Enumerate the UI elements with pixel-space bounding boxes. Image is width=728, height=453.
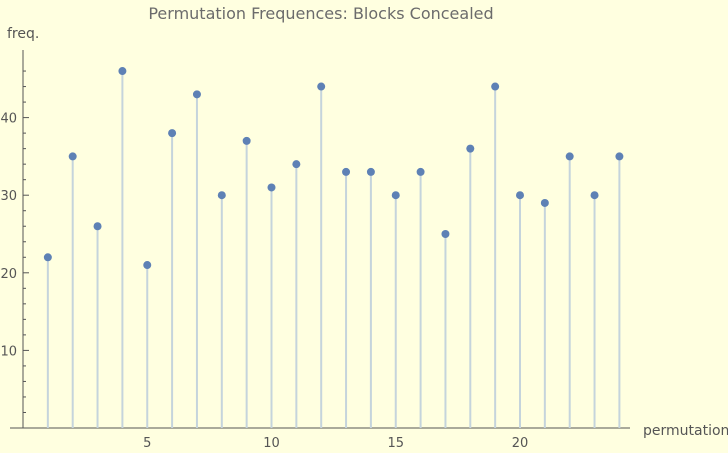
data-point bbox=[441, 230, 450, 238]
ticks: 5 10 15 20 10 20 30 40 bbox=[0, 70, 620, 451]
data-point bbox=[416, 167, 425, 176]
data-point bbox=[540, 198, 549, 207]
x-tick-label: 10 bbox=[263, 436, 280, 451]
data-point bbox=[491, 82, 500, 91]
data-point bbox=[143, 261, 152, 270]
data-point bbox=[93, 222, 102, 231]
data-point bbox=[217, 191, 226, 200]
x-tick-label: 15 bbox=[387, 436, 404, 451]
data-point bbox=[242, 136, 251, 145]
data-point bbox=[366, 167, 375, 176]
x-axis-label: permutation bbox=[643, 423, 728, 439]
data-point bbox=[317, 82, 326, 91]
chart-title: Permutation Frequences: Blocks Concealed bbox=[148, 4, 493, 23]
y-tick-label: 20 bbox=[0, 267, 17, 282]
data-point bbox=[292, 160, 301, 169]
data-point bbox=[267, 183, 276, 192]
axes bbox=[10, 50, 630, 429]
data-point bbox=[466, 144, 475, 153]
points bbox=[43, 67, 624, 270]
data-point bbox=[391, 191, 400, 200]
data-point bbox=[192, 90, 201, 99]
y-tick-label: 40 bbox=[0, 112, 17, 127]
data-point bbox=[118, 67, 127, 76]
data-point bbox=[565, 152, 574, 161]
x-tick-label: 5 bbox=[143, 436, 151, 451]
x-tick-label: 20 bbox=[512, 436, 529, 451]
data-point bbox=[590, 191, 599, 200]
y-tick-label: 10 bbox=[0, 344, 17, 359]
data-point bbox=[342, 167, 351, 176]
data-point bbox=[68, 152, 77, 161]
data-point bbox=[615, 152, 624, 161]
y-axis-label: freq. bbox=[7, 26, 39, 42]
data-point bbox=[168, 129, 177, 138]
stems bbox=[46, 71, 621, 428]
data-point bbox=[43, 253, 52, 262]
data-point bbox=[516, 191, 524, 200]
y-tick-label: 30 bbox=[0, 189, 17, 204]
